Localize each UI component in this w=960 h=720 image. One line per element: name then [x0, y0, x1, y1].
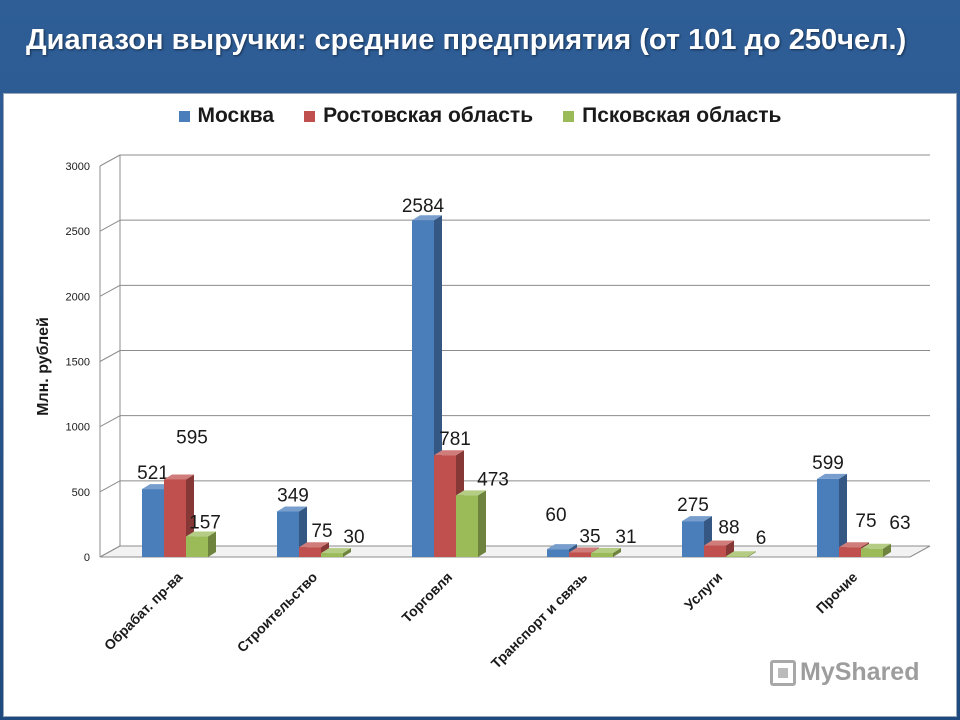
bar — [704, 545, 726, 557]
data-label: 157 — [189, 513, 221, 534]
bar-side — [208, 531, 216, 557]
data-label: 473 — [477, 469, 509, 490]
bar-side — [478, 490, 486, 557]
bar-side — [748, 551, 756, 557]
chart-legend: Москва Ростовская область Псковская обла… — [0, 104, 960, 128]
bar — [861, 548, 883, 557]
bar-side — [613, 547, 621, 557]
data-label: 349 — [277, 486, 309, 507]
bar-top — [861, 543, 891, 549]
bar-side — [343, 548, 351, 557]
x-tick-label: Услуги — [681, 569, 725, 613]
data-label: 595 — [176, 427, 208, 448]
bar-top — [277, 506, 307, 512]
bar-top — [704, 540, 734, 546]
bar — [434, 455, 456, 557]
bar-top — [321, 548, 351, 554]
data-label: 781 — [439, 429, 471, 450]
bar-top — [569, 547, 599, 553]
data-label: 88 — [718, 518, 739, 539]
grid-depth-line — [99, 284, 121, 297]
data-label: 6 — [756, 528, 767, 549]
watermark: MyShared — [770, 658, 919, 687]
bar — [299, 547, 321, 557]
x-tick-label: Строительство — [234, 569, 321, 656]
bar-top — [186, 531, 216, 537]
y-axis-title: Млн. рублей — [35, 317, 52, 416]
y-tick-label: 2500 — [66, 226, 90, 238]
bar-top — [591, 547, 621, 553]
data-label: 2584 — [402, 196, 445, 217]
legend-swatch-rostov — [304, 110, 316, 122]
x-tick-label: Транспорт и связь — [488, 569, 591, 672]
legend-swatch-moscow — [178, 110, 190, 122]
bar-top — [817, 473, 847, 479]
data-label: 599 — [812, 453, 844, 474]
bar-side — [839, 473, 847, 557]
bar-top — [164, 474, 194, 480]
legend-item-moscow: Москва — [178, 104, 275, 128]
bar — [412, 220, 434, 557]
bar-top — [726, 551, 756, 557]
x-tick-label: Прочие — [813, 569, 861, 617]
y-tick-label: 500 — [72, 487, 90, 499]
bar — [839, 547, 861, 557]
bar-top — [682, 516, 712, 522]
bar — [142, 489, 164, 557]
bar-side — [883, 543, 891, 557]
data-label: 31 — [615, 527, 636, 548]
y-tick-label: 2000 — [66, 291, 90, 303]
legend-swatch-pskov — [563, 110, 575, 122]
legend-label-rostov: Ростовская область — [323, 104, 534, 127]
data-label: 60 — [545, 505, 566, 526]
y-tick-label: 1500 — [66, 357, 90, 369]
bar — [726, 556, 748, 557]
bar-top — [299, 542, 329, 548]
grid-depth-line — [99, 350, 121, 362]
bar — [164, 479, 186, 557]
legend-item-rostov: Ростовская область — [304, 104, 533, 128]
bar — [569, 552, 591, 557]
grid-depth-line — [99, 154, 121, 167]
bar — [456, 495, 478, 557]
bar-top — [547, 544, 577, 550]
page-title: Диапазон выручки: средние предприятия (о… — [26, 24, 907, 56]
legend-label-pskov: Псковская область — [582, 104, 782, 127]
legend-item-pskov: Псковская область — [563, 104, 781, 128]
y-tick-label: 1000 — [66, 422, 90, 434]
bar — [321, 553, 343, 557]
legend-label-moscow: Москва — [197, 104, 275, 127]
data-label: 75 — [855, 511, 876, 532]
grid-depth-line — [99, 219, 121, 232]
bar — [682, 521, 704, 557]
y-tick-label: 3000 — [66, 161, 90, 173]
bar — [277, 511, 299, 557]
bar-top — [456, 490, 486, 496]
bar-top — [434, 450, 464, 456]
watermark-logo-icon — [770, 659, 796, 686]
bar-top — [412, 215, 442, 221]
data-label: 75 — [311, 521, 332, 542]
x-tick-label: Торговля — [398, 569, 455, 626]
bar — [591, 552, 613, 557]
bar-top — [839, 542, 869, 548]
data-label: 30 — [343, 527, 364, 548]
chart-floor — [99, 545, 931, 558]
data-label: 35 — [579, 526, 600, 547]
bar — [817, 478, 839, 557]
watermark-text: MyShared — [800, 658, 920, 686]
data-label: 521 — [137, 463, 169, 484]
x-tick-label: Обрабат. пр-ва — [101, 569, 186, 654]
bar — [547, 549, 569, 557]
data-label: 275 — [677, 495, 709, 516]
grid-depth-line — [99, 415, 121, 428]
chart-panel — [3, 93, 957, 717]
data-label: 63 — [889, 513, 910, 534]
y-tick-label: 0 — [84, 552, 90, 564]
grid-depth-line — [99, 480, 121, 493]
bar — [186, 536, 208, 557]
